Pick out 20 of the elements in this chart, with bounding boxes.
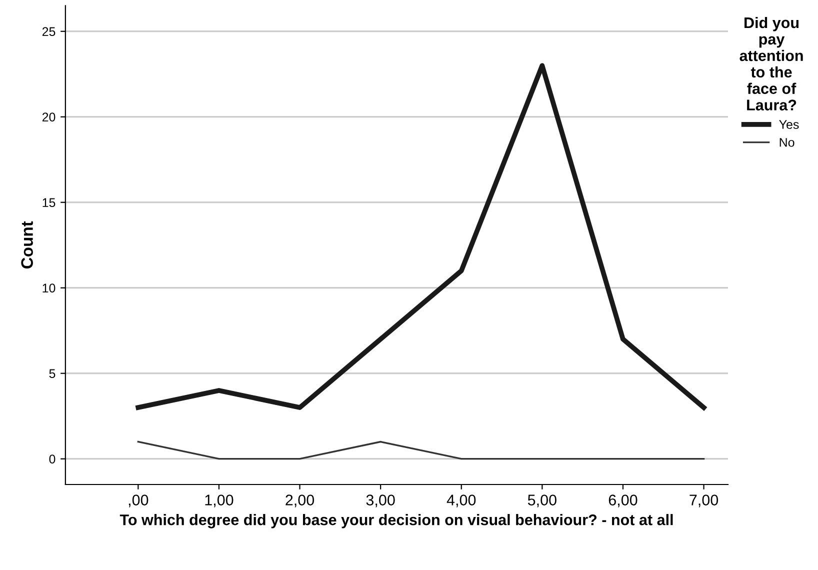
x-axis-title: To which degree did you base your decision on visual behaviour? - not at all	[120, 514, 673, 528]
line-series	[136, 63, 706, 410]
y-axis-title: Count	[21, 221, 33, 268]
x-tick-label: ,00	[128, 494, 148, 508]
x-tick-label: 2,00	[286, 494, 314, 508]
y-tick-label: 0	[49, 454, 56, 464]
y-tick-label: 20	[42, 112, 56, 122]
x-tick-label: 1,00	[205, 494, 234, 508]
x-tick-label: 5,00	[528, 494, 556, 508]
y-tick-label: 10	[42, 284, 56, 292]
legend-label: No	[780, 138, 794, 147]
legend-label: Yes	[779, 120, 799, 129]
x-tick-label: 7,00	[690, 494, 718, 508]
y-tick-label: 15	[42, 198, 56, 207]
y-tick-label: 25	[42, 27, 56, 36]
legend-title: Did you pay attention to the face of Laura?	[740, 16, 803, 110]
x-tick-label: 6,00	[608, 494, 638, 508]
y-tick-label: 5	[49, 369, 56, 378]
x-tick-label: 3,00	[366, 494, 395, 508]
x-tick-label: 4,00	[446, 494, 476, 508]
